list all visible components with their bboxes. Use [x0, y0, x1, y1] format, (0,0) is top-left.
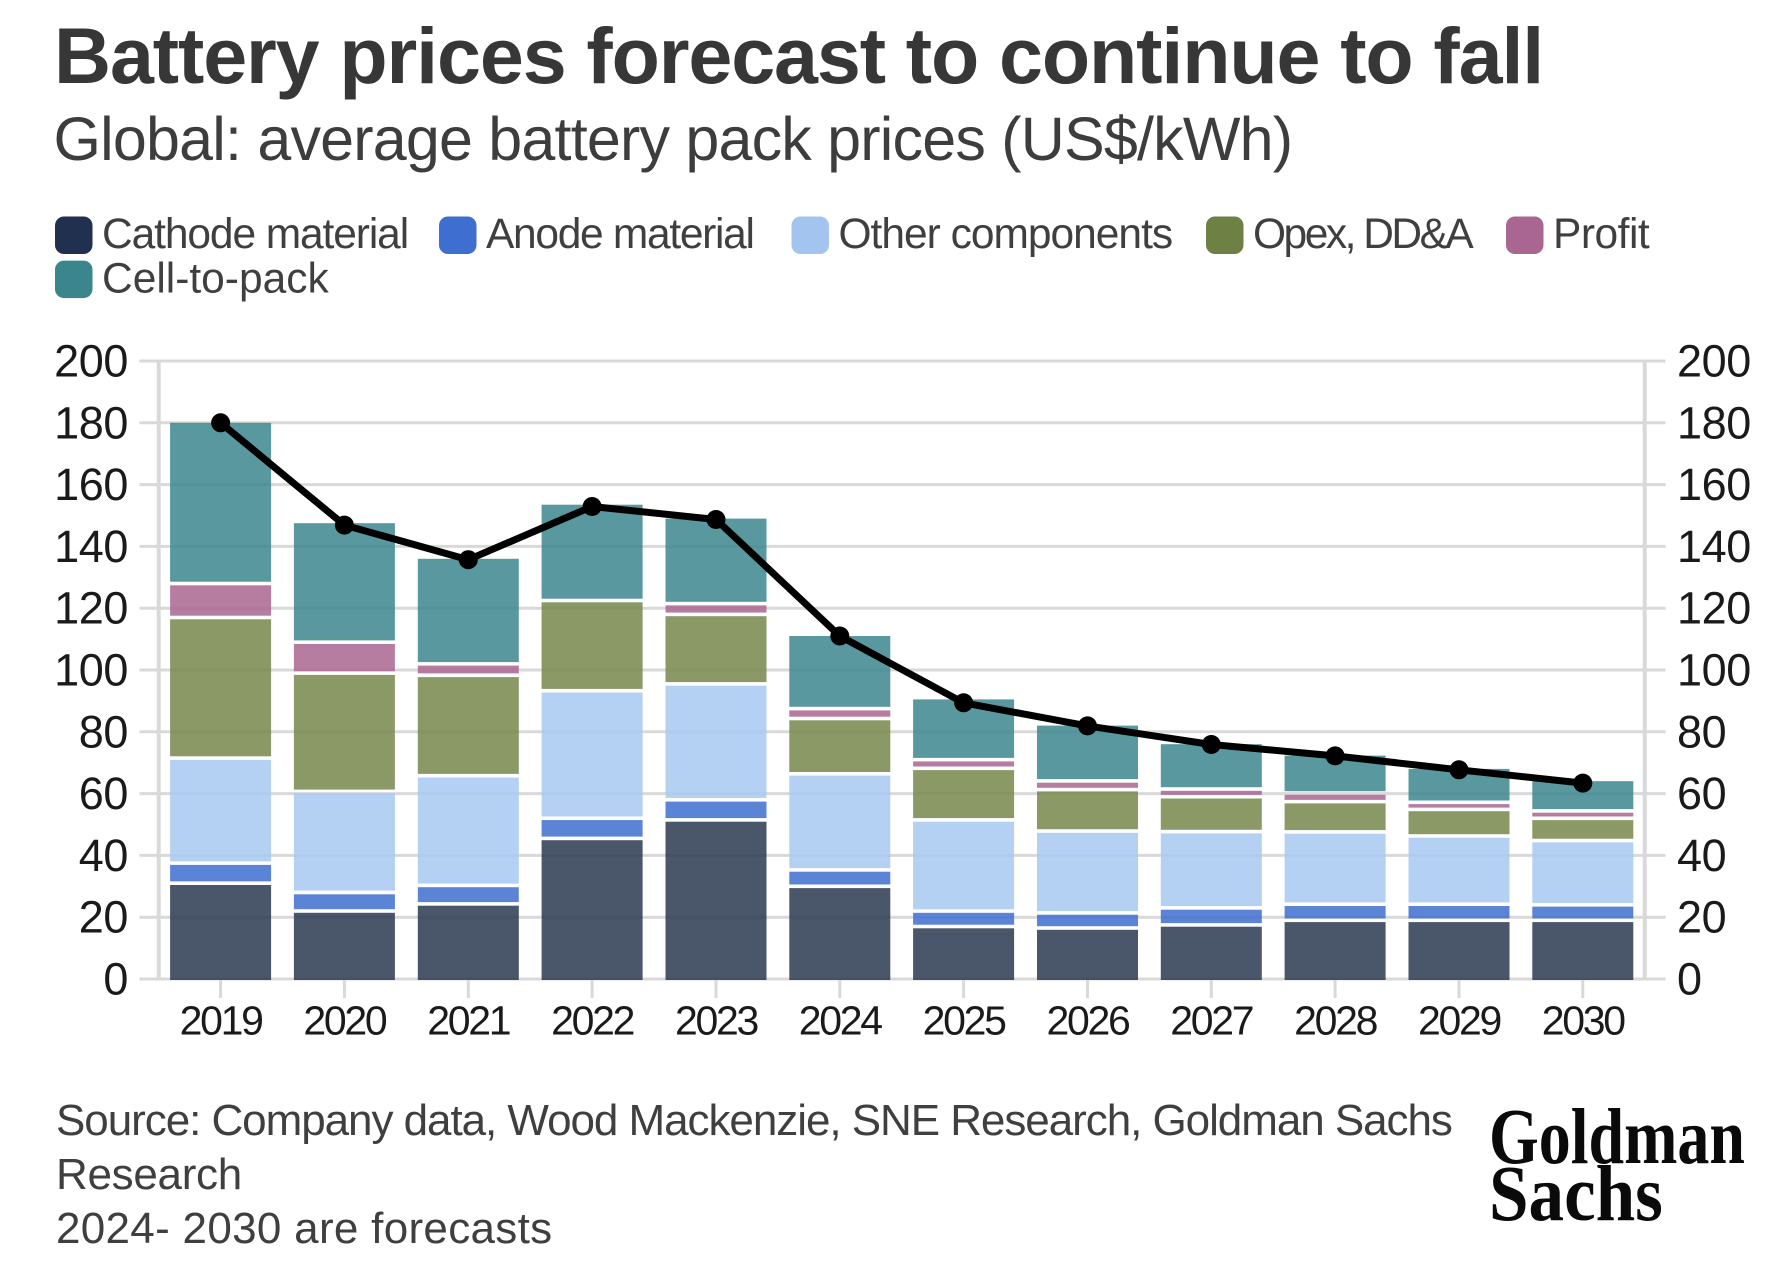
svg-text:2030: 2030: [1542, 998, 1626, 1044]
svg-text:Research: Research: [56, 1150, 242, 1199]
svg-text:2020: 2020: [303, 998, 387, 1044]
svg-text:120: 120: [54, 583, 128, 634]
svg-text:40: 40: [1677, 830, 1726, 881]
svg-text:180: 180: [1677, 397, 1751, 448]
svg-text:100: 100: [1677, 645, 1751, 696]
svg-text:140: 140: [1677, 521, 1751, 572]
svg-text:2019: 2019: [180, 998, 263, 1044]
svg-text:2028: 2028: [1294, 998, 1378, 1044]
svg-text:2024: 2024: [799, 998, 883, 1044]
svg-text:0: 0: [1677, 954, 1702, 1005]
svg-text:80: 80: [79, 706, 128, 757]
svg-text:200: 200: [54, 336, 128, 387]
svg-text:2029: 2029: [1418, 998, 1501, 1044]
svg-text:2027: 2027: [1170, 998, 1253, 1044]
svg-text:80: 80: [1677, 706, 1726, 757]
svg-text:100: 100: [54, 645, 128, 696]
svg-text:Goldman: Goldman: [1489, 1093, 1745, 1181]
svg-text:Opex, DD&A: Opex, DD&A: [1253, 211, 1474, 258]
svg-text:Anode material: Anode material: [486, 211, 754, 258]
svg-text:Battery prices forecast to con: Battery prices forecast to continue to f…: [54, 11, 1543, 100]
svg-text:2023: 2023: [675, 998, 758, 1044]
svg-text:Source: Company data, Wood Mac: Source: Company data, Wood Mackenzie, SN…: [56, 1096, 1452, 1145]
svg-text:20: 20: [79, 892, 128, 943]
svg-text:2026: 2026: [1046, 998, 1129, 1044]
svg-text:2021: 2021: [427, 998, 510, 1044]
svg-text:160: 160: [54, 459, 128, 510]
svg-text:40: 40: [79, 830, 128, 881]
svg-text:2022: 2022: [551, 998, 634, 1044]
svg-text:Cathode material: Cathode material: [102, 211, 408, 258]
svg-text:60: 60: [1677, 768, 1726, 819]
svg-text:160: 160: [1677, 459, 1751, 510]
svg-text:Sachs: Sachs: [1489, 1151, 1663, 1238]
svg-text:Profit: Profit: [1553, 211, 1650, 258]
svg-text:Global: average battery pack p: Global: average battery pack prices (US$…: [54, 105, 1293, 173]
svg-text:Other components: Other components: [839, 211, 1173, 258]
svg-text:0: 0: [103, 954, 128, 1005]
svg-text:200: 200: [1677, 336, 1751, 387]
svg-text:140: 140: [54, 521, 128, 572]
svg-text:2024- 2030 are forecasts: 2024- 2030 are forecasts: [56, 1204, 552, 1253]
svg-text:2025: 2025: [923, 998, 1007, 1044]
svg-text:20: 20: [1677, 892, 1726, 943]
svg-text:Cell-to-pack: Cell-to-pack: [102, 256, 329, 303]
svg-text:180: 180: [54, 397, 128, 448]
svg-text:120: 120: [1677, 583, 1751, 634]
svg-text:60: 60: [79, 768, 128, 819]
